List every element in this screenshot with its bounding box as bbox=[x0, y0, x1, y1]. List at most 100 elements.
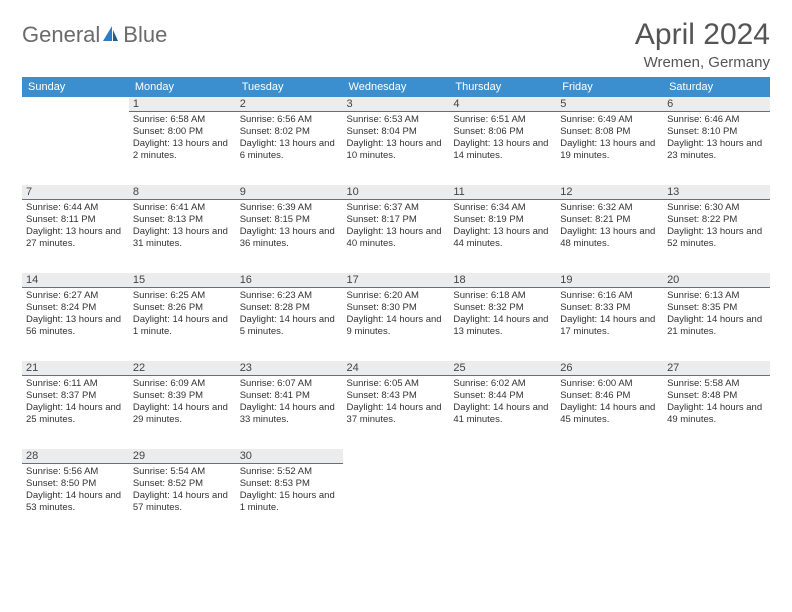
sunset-line: Sunset: 8:08 PM bbox=[560, 126, 659, 138]
weekday-header: Sunday bbox=[22, 77, 129, 97]
day-details: Sunrise: 6:02 AMSunset: 8:44 PMDaylight:… bbox=[449, 376, 556, 426]
weekday-header: Tuesday bbox=[236, 77, 343, 97]
day-details: Sunrise: 6:39 AMSunset: 8:15 PMDaylight:… bbox=[236, 200, 343, 250]
weekday-header: Friday bbox=[556, 77, 663, 97]
daylight-line: Daylight: 14 hours and 5 minutes. bbox=[240, 314, 339, 338]
sunset-line: Sunset: 8:13 PM bbox=[133, 214, 232, 226]
calendar-cell: 19Sunrise: 6:16 AMSunset: 8:33 PMDayligh… bbox=[556, 273, 663, 361]
calendar-cell: 15Sunrise: 6:25 AMSunset: 8:26 PMDayligh… bbox=[129, 273, 236, 361]
day-details: Sunrise: 6:44 AMSunset: 8:11 PMDaylight:… bbox=[22, 200, 129, 250]
daylight-line: Daylight: 14 hours and 21 minutes. bbox=[667, 314, 766, 338]
sunrise-line: Sunrise: 6:46 AM bbox=[667, 114, 766, 126]
calendar-cell: 23Sunrise: 6:07 AMSunset: 8:41 PMDayligh… bbox=[236, 361, 343, 449]
sunrise-line: Sunrise: 6:53 AM bbox=[347, 114, 446, 126]
daylight-line: Daylight: 14 hours and 37 minutes. bbox=[347, 402, 446, 426]
sunset-line: Sunset: 8:15 PM bbox=[240, 214, 339, 226]
sunset-line: Sunset: 8:19 PM bbox=[453, 214, 552, 226]
day-details: Sunrise: 6:07 AMSunset: 8:41 PMDaylight:… bbox=[236, 376, 343, 426]
day-number: 21 bbox=[22, 361, 129, 376]
calendar-cell: 17Sunrise: 6:20 AMSunset: 8:30 PMDayligh… bbox=[343, 273, 450, 361]
calendar-body: 1Sunrise: 6:58 AMSunset: 8:00 PMDaylight… bbox=[22, 97, 770, 537]
daylight-line: Daylight: 14 hours and 45 minutes. bbox=[560, 402, 659, 426]
day-number: 25 bbox=[449, 361, 556, 376]
sunset-line: Sunset: 8:52 PM bbox=[133, 478, 232, 490]
calendar-cell bbox=[343, 449, 450, 537]
day-number: 1 bbox=[129, 97, 236, 112]
day-details: Sunrise: 6:34 AMSunset: 8:19 PMDaylight:… bbox=[449, 200, 556, 250]
title-block: April 2024 Wremen, Germany bbox=[635, 18, 770, 71]
daylight-line: Daylight: 14 hours and 1 minute. bbox=[133, 314, 232, 338]
sunrise-line: Sunrise: 6:20 AM bbox=[347, 290, 446, 302]
day-details: Sunrise: 6:23 AMSunset: 8:28 PMDaylight:… bbox=[236, 288, 343, 338]
calendar-cell bbox=[556, 449, 663, 537]
day-details: Sunrise: 6:00 AMSunset: 8:46 PMDaylight:… bbox=[556, 376, 663, 426]
daylight-line: Daylight: 14 hours and 29 minutes. bbox=[133, 402, 232, 426]
sunset-line: Sunset: 8:22 PM bbox=[667, 214, 766, 226]
sunrise-line: Sunrise: 6:34 AM bbox=[453, 202, 552, 214]
day-number: 30 bbox=[236, 449, 343, 464]
sunset-line: Sunset: 8:10 PM bbox=[667, 126, 766, 138]
sunset-line: Sunset: 8:46 PM bbox=[560, 390, 659, 402]
day-details: Sunrise: 6:46 AMSunset: 8:10 PMDaylight:… bbox=[663, 112, 770, 162]
calendar-cell: 3Sunrise: 6:53 AMSunset: 8:04 PMDaylight… bbox=[343, 97, 450, 185]
sunrise-line: Sunrise: 6:44 AM bbox=[26, 202, 125, 214]
calendar-cell: 14Sunrise: 6:27 AMSunset: 8:24 PMDayligh… bbox=[22, 273, 129, 361]
day-details: Sunrise: 6:16 AMSunset: 8:33 PMDaylight:… bbox=[556, 288, 663, 338]
sunrise-line: Sunrise: 5:54 AM bbox=[133, 466, 232, 478]
day-details: Sunrise: 6:05 AMSunset: 8:43 PMDaylight:… bbox=[343, 376, 450, 426]
sunset-line: Sunset: 8:33 PM bbox=[560, 302, 659, 314]
day-number: 2 bbox=[236, 97, 343, 112]
sunset-line: Sunset: 8:35 PM bbox=[667, 302, 766, 314]
calendar-cell: 29Sunrise: 5:54 AMSunset: 8:52 PMDayligh… bbox=[129, 449, 236, 537]
location: Wremen, Germany bbox=[635, 54, 770, 71]
day-details: Sunrise: 6:49 AMSunset: 8:08 PMDaylight:… bbox=[556, 112, 663, 162]
day-details: Sunrise: 6:37 AMSunset: 8:17 PMDaylight:… bbox=[343, 200, 450, 250]
calendar-cell: 5Sunrise: 6:49 AMSunset: 8:08 PMDaylight… bbox=[556, 97, 663, 185]
sunset-line: Sunset: 8:28 PM bbox=[240, 302, 339, 314]
sunrise-line: Sunrise: 5:56 AM bbox=[26, 466, 125, 478]
sunrise-line: Sunrise: 6:41 AM bbox=[133, 202, 232, 214]
day-number: 17 bbox=[343, 273, 450, 288]
day-number: 26 bbox=[556, 361, 663, 376]
day-number: 14 bbox=[22, 273, 129, 288]
calendar-cell: 21Sunrise: 6:11 AMSunset: 8:37 PMDayligh… bbox=[22, 361, 129, 449]
calendar-cell: 24Sunrise: 6:05 AMSunset: 8:43 PMDayligh… bbox=[343, 361, 450, 449]
day-number: 18 bbox=[449, 273, 556, 288]
calendar-week-row: 28Sunrise: 5:56 AMSunset: 8:50 PMDayligh… bbox=[22, 449, 770, 537]
daylight-line: Daylight: 13 hours and 10 minutes. bbox=[347, 138, 446, 162]
daylight-line: Daylight: 14 hours and 9 minutes. bbox=[347, 314, 446, 338]
sunrise-line: Sunrise: 6:05 AM bbox=[347, 378, 446, 390]
sunrise-line: Sunrise: 6:51 AM bbox=[453, 114, 552, 126]
sunset-line: Sunset: 8:44 PM bbox=[453, 390, 552, 402]
sunset-line: Sunset: 8:21 PM bbox=[560, 214, 659, 226]
daylight-line: Daylight: 14 hours and 25 minutes. bbox=[26, 402, 125, 426]
day-details: Sunrise: 6:41 AMSunset: 8:13 PMDaylight:… bbox=[129, 200, 236, 250]
sunset-line: Sunset: 8:06 PM bbox=[453, 126, 552, 138]
sunrise-line: Sunrise: 6:11 AM bbox=[26, 378, 125, 390]
sunrise-line: Sunrise: 6:39 AM bbox=[240, 202, 339, 214]
calendar-week-row: 21Sunrise: 6:11 AMSunset: 8:37 PMDayligh… bbox=[22, 361, 770, 449]
day-details: Sunrise: 6:11 AMSunset: 8:37 PMDaylight:… bbox=[22, 376, 129, 426]
day-number: 20 bbox=[663, 273, 770, 288]
brand-text-grey: General bbox=[22, 22, 100, 48]
calendar-cell: 18Sunrise: 6:18 AMSunset: 8:32 PMDayligh… bbox=[449, 273, 556, 361]
day-number: 16 bbox=[236, 273, 343, 288]
calendar-cell: 4Sunrise: 6:51 AMSunset: 8:06 PMDaylight… bbox=[449, 97, 556, 185]
weekday-header: Monday bbox=[129, 77, 236, 97]
weekday-header: Saturday bbox=[663, 77, 770, 97]
calendar-cell: 11Sunrise: 6:34 AMSunset: 8:19 PMDayligh… bbox=[449, 185, 556, 273]
daylight-line: Daylight: 13 hours and 36 minutes. bbox=[240, 226, 339, 250]
calendar-cell: 7Sunrise: 6:44 AMSunset: 8:11 PMDaylight… bbox=[22, 185, 129, 273]
weekday-header: Thursday bbox=[449, 77, 556, 97]
day-details: Sunrise: 6:51 AMSunset: 8:06 PMDaylight:… bbox=[449, 112, 556, 162]
sunrise-line: Sunrise: 6:32 AM bbox=[560, 202, 659, 214]
sunset-line: Sunset: 8:17 PM bbox=[347, 214, 446, 226]
daylight-line: Daylight: 13 hours and 19 minutes. bbox=[560, 138, 659, 162]
sunset-line: Sunset: 8:00 PM bbox=[133, 126, 232, 138]
calendar-cell: 8Sunrise: 6:41 AMSunset: 8:13 PMDaylight… bbox=[129, 185, 236, 273]
day-details: Sunrise: 6:56 AMSunset: 8:02 PMDaylight:… bbox=[236, 112, 343, 162]
day-number: 10 bbox=[343, 185, 450, 200]
calendar-week-row: 1Sunrise: 6:58 AMSunset: 8:00 PMDaylight… bbox=[22, 97, 770, 185]
sunset-line: Sunset: 8:37 PM bbox=[26, 390, 125, 402]
day-number: 8 bbox=[129, 185, 236, 200]
